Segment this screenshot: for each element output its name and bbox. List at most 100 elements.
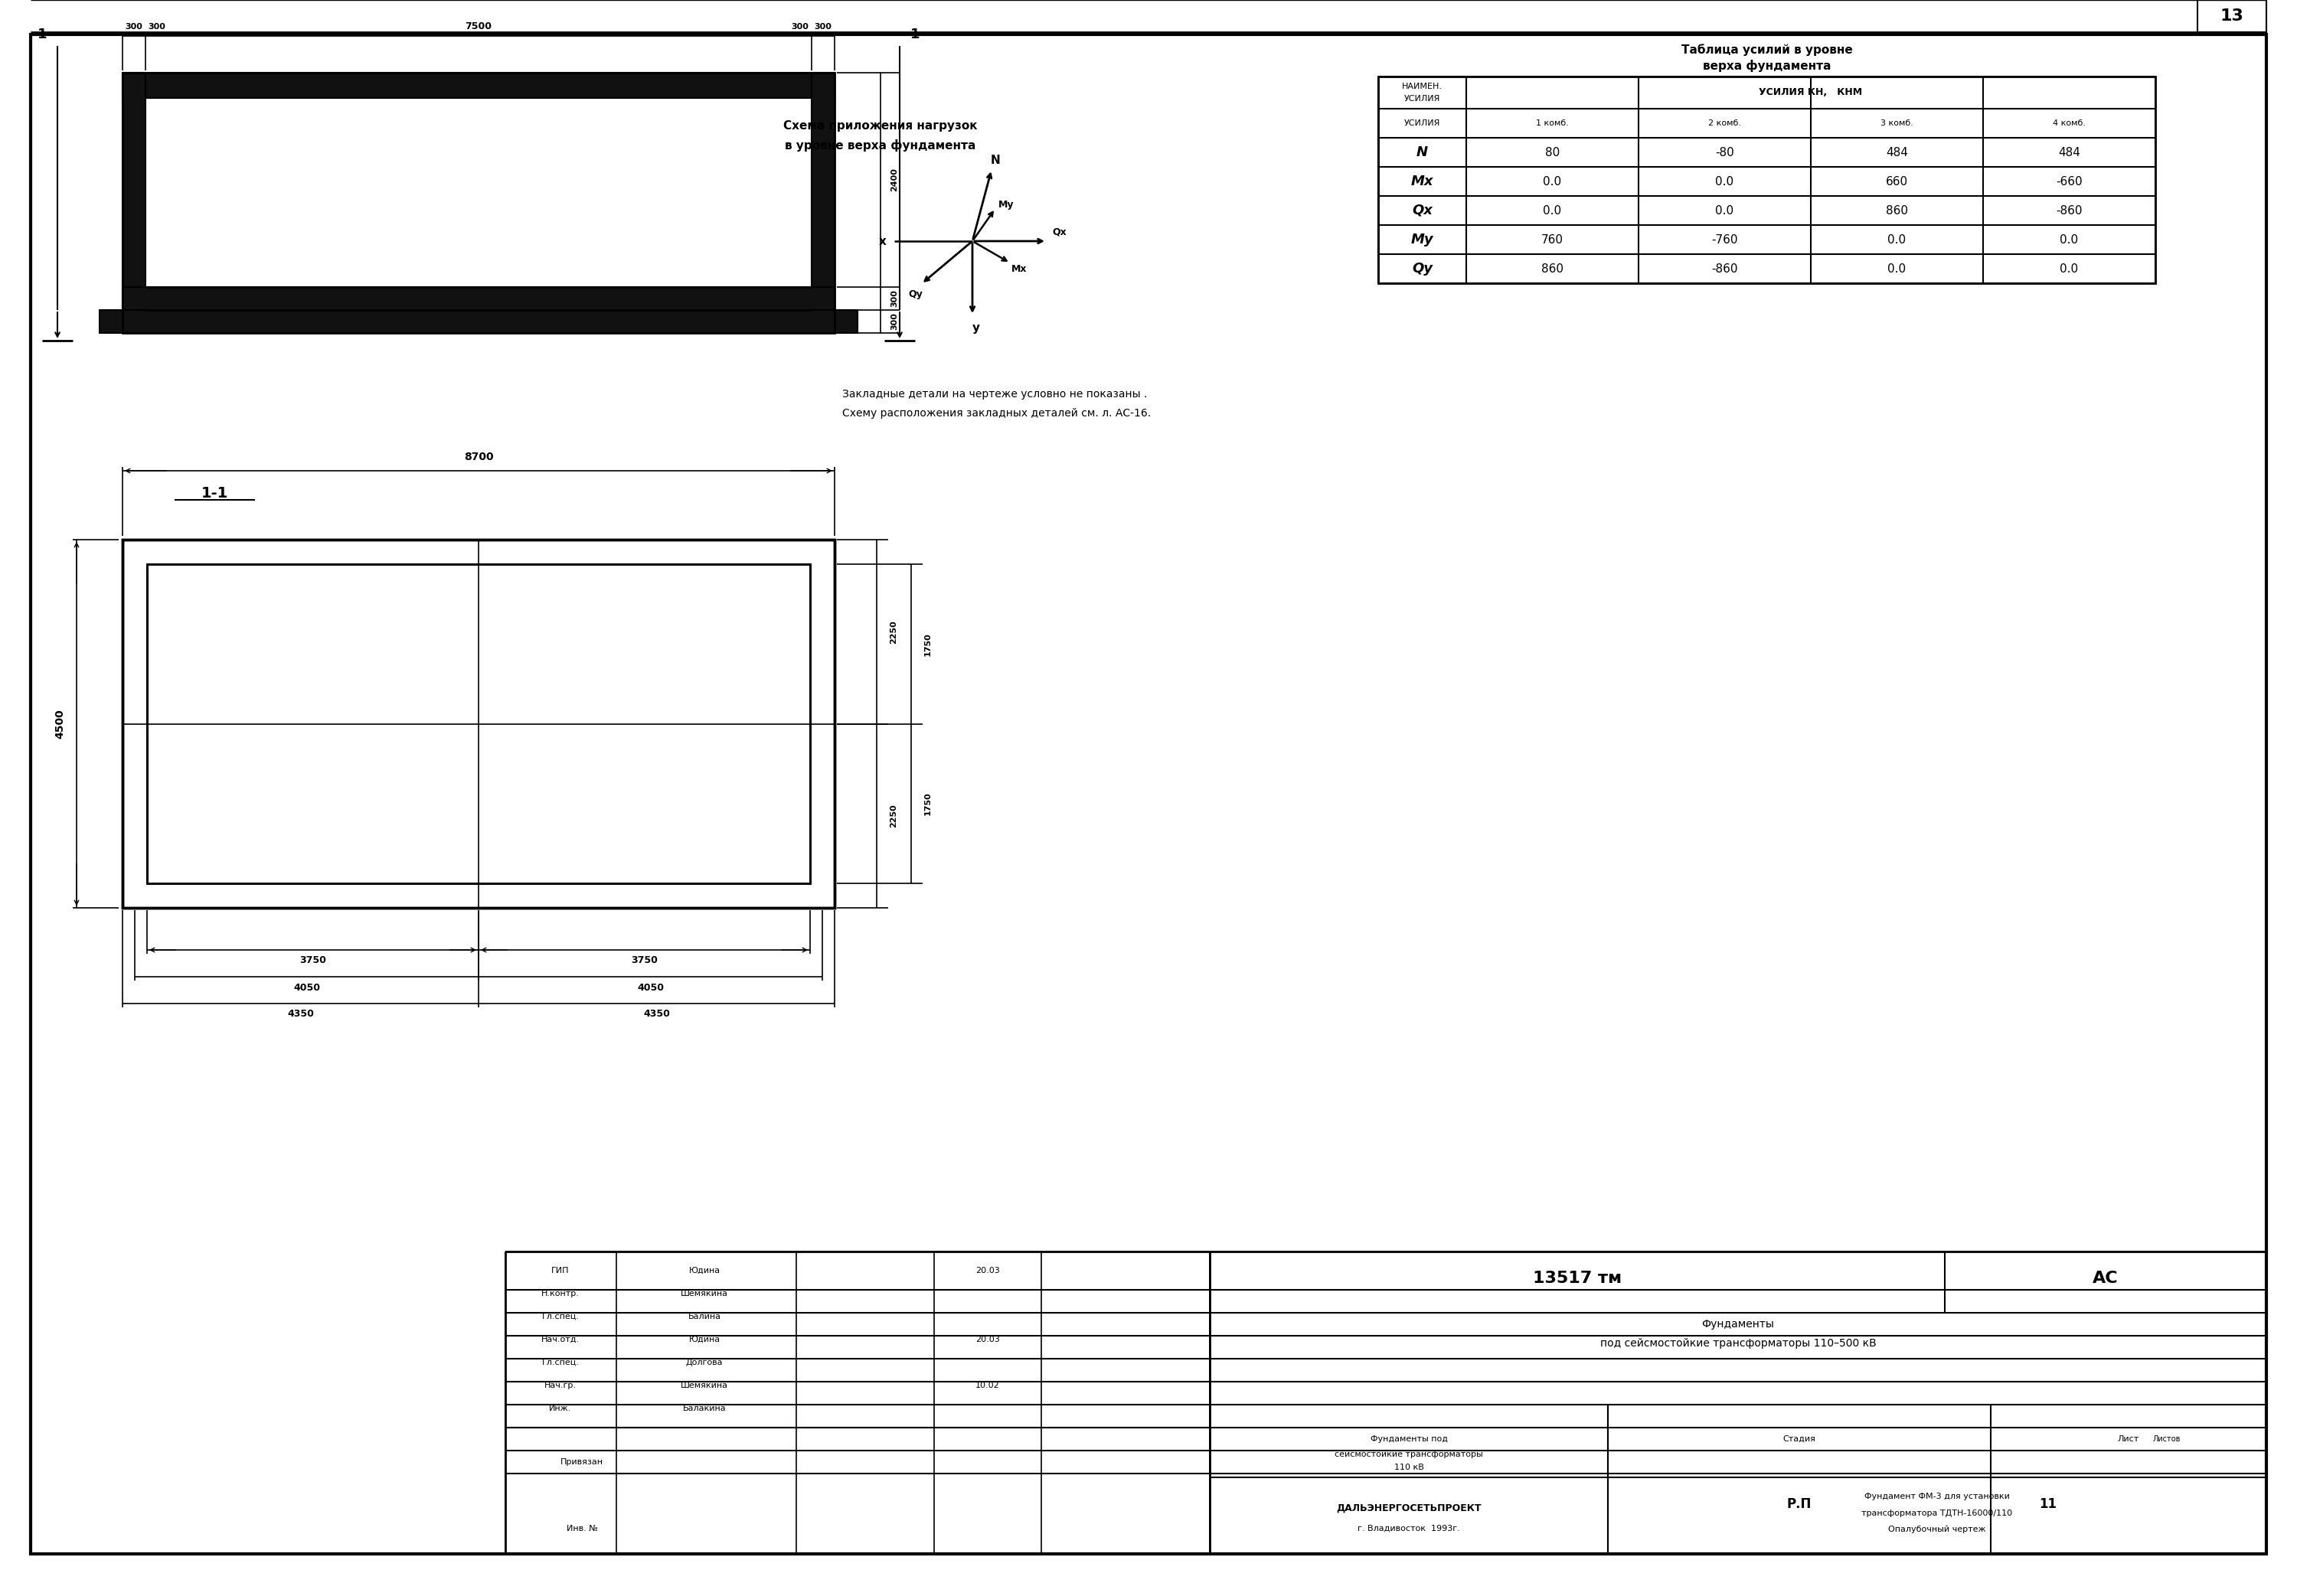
Text: Привязан: Привязан [560, 1459, 604, 1465]
Bar [122, 73, 145, 334]
Bar [147, 563, 811, 883]
Text: Юдина: Юдина [689, 1267, 721, 1275]
Text: Гл.спец.: Гл.спец. [542, 1314, 579, 1320]
Text: 484: 484 [2058, 147, 2081, 158]
Text: 11: 11 [2040, 1497, 2058, 1511]
Bar [122, 287, 834, 310]
Text: N: N [990, 155, 999, 166]
Text: -80: -80 [1716, 147, 1734, 158]
Text: 0.0: 0.0 [2060, 235, 2079, 246]
Text: 1: 1 [910, 27, 919, 41]
Text: Нач.гр.: Нач.гр. [544, 1382, 577, 1390]
Text: под сейсмостойкие трансформаторы 110–500 кВ: под сейсмостойкие трансформаторы 110–500… [1601, 1337, 1877, 1349]
Text: Фундаменты под: Фундаменты под [1369, 1435, 1447, 1443]
Text: Шемякина: Шемякина [680, 1382, 728, 1390]
Text: Таблица усилий в уровне: Таблица усилий в уровне [1681, 43, 1851, 56]
Text: 4 комб.: 4 комб. [2054, 120, 2086, 128]
Text: 484: 484 [1886, 147, 1909, 158]
Text: 4050: 4050 [294, 983, 319, 993]
Text: 0.0: 0.0 [1888, 263, 1907, 275]
Text: 2250: 2250 [889, 804, 898, 828]
Text: My: My [1410, 233, 1433, 246]
Text: 300: 300 [815, 22, 832, 30]
Text: Шемякина: Шемякина [680, 1290, 728, 1298]
Text: 1: 1 [37, 27, 46, 41]
Text: Mx: Mx [1011, 263, 1027, 275]
Text: Балакина: Балакина [682, 1404, 726, 1412]
Text: Стадия: Стадия [1782, 1435, 1815, 1443]
Text: 13517 тм: 13517 тм [1532, 1270, 1622, 1286]
Text: Схему расположения закладных деталей см. л. АС-16.: Схему расположения закладных деталей см.… [843, 409, 1151, 418]
Text: верха фундамента: верха фундамента [1702, 59, 1831, 72]
Text: Qy: Qy [1413, 262, 1433, 276]
Bar [122, 539, 834, 908]
Text: 20.03: 20.03 [976, 1267, 999, 1275]
Text: 0.0: 0.0 [2060, 263, 2079, 275]
Text: 660: 660 [1886, 176, 1909, 187]
Text: 2 комб.: 2 комб. [1709, 120, 1741, 128]
Text: 0.0: 0.0 [1544, 176, 1562, 187]
Text: 80: 80 [1546, 147, 1560, 158]
Text: Лист: Лист [2118, 1435, 2139, 1443]
Text: 3750: 3750 [632, 956, 657, 966]
Text: -860: -860 [2056, 204, 2083, 215]
Text: y: y [972, 322, 981, 334]
Bar [2198, 0, 2267, 32]
Text: N: N [1417, 145, 1429, 160]
Text: 0.0: 0.0 [1544, 204, 1562, 215]
Text: 2250: 2250 [889, 619, 898, 643]
Text: -860: -860 [1711, 263, 1739, 275]
Text: 4350: 4350 [643, 1009, 671, 1020]
Text: 300: 300 [891, 313, 898, 330]
Text: 3 комб.: 3 комб. [1881, 120, 1913, 128]
Text: УСИЛИЯ КН,   КНМ: УСИЛИЯ КН, КНМ [1760, 88, 1863, 97]
Text: УСИЛИЯ: УСИЛИЯ [1403, 94, 1440, 102]
Text: Долгова: Долгова [687, 1358, 724, 1366]
Text: АС: АС [2093, 1270, 2118, 1286]
Text: 110 кВ: 110 кВ [1394, 1464, 1424, 1472]
Text: Опалубочный чертеж: Опалубочный чертеж [1888, 1526, 1987, 1534]
Text: 10.02: 10.02 [976, 1382, 999, 1390]
Text: 300: 300 [792, 22, 809, 30]
Text: -660: -660 [2056, 176, 2083, 187]
Text: УСИЛИЯ: УСИЛИЯ [1403, 120, 1440, 128]
Text: Qy: Qy [907, 289, 923, 300]
Text: 20.03: 20.03 [976, 1336, 999, 1344]
Text: 4500: 4500 [55, 709, 64, 739]
Text: Н.контр.: Н.контр. [542, 1290, 579, 1298]
Text: Нач.отд.: Нач.отд. [542, 1336, 579, 1344]
Text: 0.0: 0.0 [1716, 176, 1734, 187]
Text: 4350: 4350 [287, 1009, 315, 1020]
Text: My: My [999, 200, 1013, 209]
Text: 4050: 4050 [636, 983, 664, 993]
Text: Qx: Qx [1052, 227, 1066, 236]
Text: 300: 300 [891, 290, 898, 308]
Text: 3750: 3750 [299, 956, 326, 966]
Text: Балина: Балина [689, 1314, 721, 1320]
Bar [122, 539, 834, 908]
Text: 300: 300 [149, 22, 165, 30]
Bar [147, 563, 811, 883]
Text: Фундаменты: Фундаменты [1702, 1318, 1773, 1329]
Text: ДАЛЬЭНЕРГОСЕТЬПРОЕКТ: ДАЛЬЭНЕРГОСЕТЬПРОЕКТ [1337, 1503, 1482, 1513]
Text: -760: -760 [1711, 235, 1739, 246]
Bar [122, 73, 834, 97]
Text: в уровне верха фундамента: в уровне верха фундамента [786, 139, 976, 152]
Text: 300: 300 [126, 22, 142, 30]
Text: Инв. №: Инв. № [567, 1524, 597, 1532]
Text: Mx: Mx [1410, 174, 1433, 188]
Text: 7500: 7500 [464, 22, 492, 32]
Text: Инж.: Инж. [549, 1404, 572, 1412]
Text: 760: 760 [1541, 235, 1564, 246]
Text: x: x [880, 235, 887, 247]
Text: 8700: 8700 [464, 452, 494, 463]
Text: 1750: 1750 [923, 792, 933, 816]
Text: Закладные детали на чертеже условно не показаны .: Закладные детали на чертеже условно не п… [843, 389, 1146, 399]
Text: ГИП: ГИП [551, 1267, 570, 1275]
Text: 1 комб.: 1 комб. [1537, 120, 1569, 128]
Text: трансформатора ТДТН-16000/110: трансформатора ТДТН-16000/110 [1861, 1510, 2012, 1518]
Text: 1-1: 1-1 [200, 487, 227, 501]
Text: Р.П: Р.П [1787, 1497, 1812, 1511]
Text: Фундамент ФМ-3 для установки: Фундамент ФМ-3 для установки [1865, 1492, 2010, 1500]
Text: 2400: 2400 [891, 168, 898, 192]
